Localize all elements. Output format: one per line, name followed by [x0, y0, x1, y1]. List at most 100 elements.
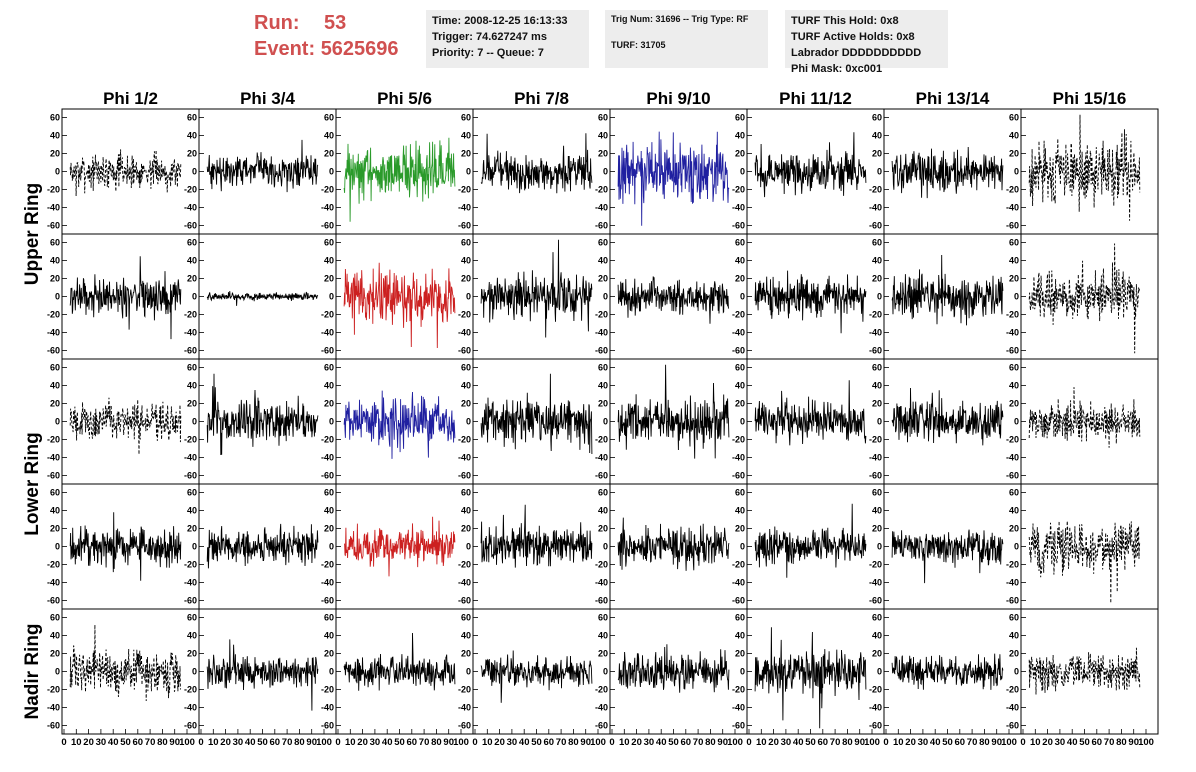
y-tick-label: 40: [598, 256, 608, 266]
x-tick-label: 50: [668, 737, 679, 748]
waveform-trace: [206, 291, 319, 306]
y-tick-label: -60: [458, 221, 471, 231]
y-tick-label: -40: [321, 703, 334, 713]
x-tick-label: 90: [854, 737, 865, 748]
y-tick-label: 20: [187, 399, 197, 409]
y-tick-label: 0: [466, 667, 471, 677]
y-tick-label: 0: [877, 292, 882, 302]
waveform-trace: [1028, 114, 1141, 221]
y-tick-label: 0: [877, 417, 882, 427]
y-tick-label: 40: [324, 631, 334, 641]
y-tick-label: 40: [461, 131, 471, 141]
y-tick-label: -60: [595, 721, 608, 731]
y-tick-label: 0: [192, 667, 197, 677]
y-tick-label: -20: [184, 185, 197, 195]
turf-active-holds-text: TURF Active Holds: 0x8: [791, 31, 915, 43]
y-tick-label: -60: [458, 596, 471, 606]
y-tick-label: 40: [461, 506, 471, 516]
x-tick-label: 10: [619, 737, 630, 748]
x-tick-label: 20: [494, 737, 505, 748]
y-tick-label: 20: [50, 149, 60, 159]
x-tick-label: 70: [419, 737, 430, 748]
x-tick-label: 30: [507, 737, 518, 748]
y-tick-label: 20: [324, 399, 334, 409]
ring-label: Nadir Ring: [22, 623, 43, 719]
waveform-trace: [69, 397, 182, 455]
y-tick-label: -40: [184, 453, 197, 463]
y-tick-label: 20: [735, 649, 745, 659]
waveform-trace: [343, 390, 456, 459]
x-tick-label: 40: [656, 737, 667, 748]
y-tick-label: -40: [732, 453, 745, 463]
y-tick-label: 20: [50, 274, 60, 284]
waveform-trace: [891, 653, 1004, 690]
y-tick-label: 60: [187, 113, 197, 123]
waveform-trace: [891, 146, 1004, 199]
y-tick-label: 40: [872, 631, 882, 641]
y-tick-label: -40: [732, 328, 745, 338]
y-tick-label: -60: [869, 346, 882, 356]
x-tick-label: 40: [108, 737, 119, 748]
waveform-trace: [69, 512, 182, 581]
y-tick-label: 60: [872, 238, 882, 248]
y-tick-label: 20: [461, 649, 471, 659]
y-tick-label: 40: [461, 631, 471, 641]
x-tick-label: 10: [482, 737, 493, 748]
waveform-trace: [1028, 387, 1141, 448]
y-tick-label: -20: [47, 435, 60, 445]
y-tick-label: 40: [1009, 381, 1019, 391]
trigger-text: Trigger: 74.627247 ms: [432, 31, 547, 43]
ring-label: Upper Ring: [22, 183, 43, 285]
y-tick-label: -60: [732, 596, 745, 606]
y-tick-label: -40: [47, 578, 60, 588]
x-tick-label: 60: [407, 737, 418, 748]
x-tick-label: 50: [394, 737, 405, 748]
y-tick-label: 40: [324, 256, 334, 266]
y-tick-label: 20: [598, 399, 608, 409]
y-tick-label: -20: [321, 185, 334, 195]
x-tick-label: 60: [544, 737, 555, 748]
y-tick-label: 60: [187, 488, 197, 498]
y-tick-label: -60: [595, 596, 608, 606]
x-tick-label: 70: [830, 737, 841, 748]
y-tick-label: -20: [458, 310, 471, 320]
y-tick-label: 60: [1009, 613, 1019, 623]
y-tick-label: 20: [461, 399, 471, 409]
y-tick-label: -40: [47, 453, 60, 463]
y-tick-label: -40: [869, 203, 882, 213]
y-tick-label: 0: [877, 667, 882, 677]
waveform-trace: [617, 131, 730, 226]
y-tick-label: -20: [732, 685, 745, 695]
y-tick-label: -40: [732, 578, 745, 588]
y-tick-label: 40: [50, 131, 60, 141]
y-tick-label: 0: [1014, 292, 1019, 302]
x-tick-label: 30: [96, 737, 107, 748]
y-tick-label: -60: [321, 596, 334, 606]
y-tick-label: 0: [877, 542, 882, 552]
y-tick-label: 60: [1009, 238, 1019, 248]
y-tick-label: -60: [321, 221, 334, 231]
x-tick-label: 100: [453, 737, 469, 748]
column-header: Phi 11/12: [779, 89, 852, 108]
x-tick-label: 0: [335, 737, 340, 748]
waveform-trace: [69, 149, 182, 197]
y-tick-label: -40: [184, 328, 197, 338]
y-tick-label: 40: [324, 381, 334, 391]
y-tick-label: 20: [187, 149, 197, 159]
column-header: Phi 7/8: [514, 89, 569, 108]
waveform-trace: [206, 639, 319, 711]
x-tick-label: 10: [345, 737, 356, 748]
x-tick-label: 60: [270, 737, 281, 748]
x-tick-label: 80: [1116, 737, 1127, 748]
y-tick-label: -60: [1006, 346, 1019, 356]
x-tick-label: 0: [472, 737, 477, 748]
y-tick-label: 20: [324, 524, 334, 534]
y-tick-label: -60: [1006, 721, 1019, 731]
y-tick-label: -60: [47, 721, 60, 731]
x-tick-label: 0: [1020, 737, 1025, 748]
y-tick-label: 40: [1009, 131, 1019, 141]
x-tick-label: 20: [631, 737, 642, 748]
x-tick-label: 100: [179, 737, 195, 748]
y-tick-label: 0: [466, 417, 471, 427]
x-tick-label: 30: [1055, 737, 1066, 748]
